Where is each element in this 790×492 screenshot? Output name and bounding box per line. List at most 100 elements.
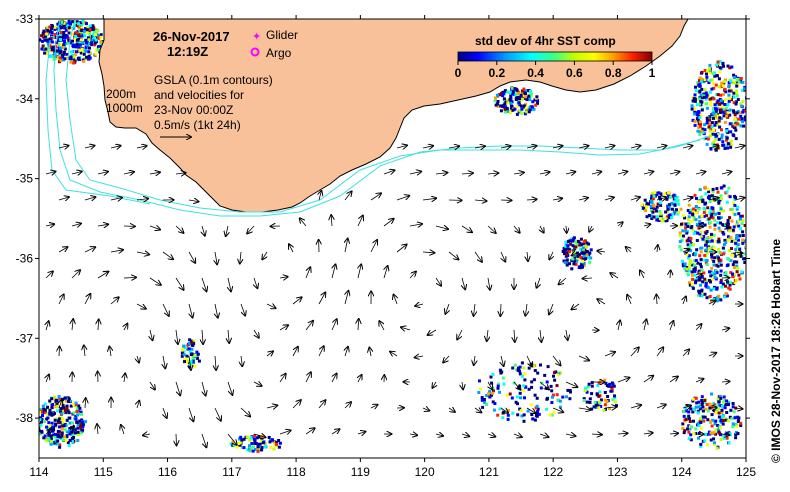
sst-pixel <box>53 27 57 31</box>
velocity-arrow <box>578 198 588 200</box>
sst-pixel <box>56 430 60 433</box>
sst-pixel <box>182 350 186 354</box>
velocity-arrow <box>461 434 469 436</box>
sst-pixel <box>743 252 746 256</box>
sst-pixel <box>705 403 709 406</box>
sst-pixel <box>511 108 515 112</box>
sst-pixel <box>543 373 547 377</box>
sst-pixel <box>58 445 62 449</box>
sst-pixel <box>687 410 691 414</box>
sst-pixel <box>679 207 683 211</box>
sst-pixel <box>735 423 739 427</box>
sst-pixel <box>733 416 737 420</box>
sst-pixel <box>738 247 742 251</box>
sst-pixel <box>235 445 239 449</box>
velocity-arrow <box>227 433 237 445</box>
velocity-arrow <box>610 273 619 279</box>
sst-pixel <box>572 237 576 241</box>
sst-pixel <box>49 437 53 441</box>
sst-pixel <box>676 199 680 203</box>
sst-pixel <box>520 111 524 115</box>
sst-pixel <box>649 197 653 201</box>
velocity-arrow <box>189 355 191 370</box>
sst-pixel <box>733 212 737 216</box>
sst-pixel <box>735 278 738 282</box>
velocity-arrow <box>474 251 482 262</box>
sst-pixel <box>698 90 702 94</box>
sst-pixel <box>709 420 713 424</box>
sst-pixel <box>715 287 719 291</box>
velocity-arrow <box>279 374 286 383</box>
sst-pixel <box>676 212 680 216</box>
plot-frame <box>38 18 747 459</box>
gsla-line-2: and velocities for <box>154 88 244 102</box>
sst-pixel <box>718 110 722 114</box>
sst-pixel <box>713 227 717 231</box>
sst-pixel <box>714 116 718 120</box>
sst-pixel <box>693 93 697 97</box>
sst-pixel <box>685 266 689 269</box>
sst-pixel <box>62 52 66 56</box>
sst-pixel <box>182 344 186 348</box>
velocity-arrow <box>266 351 273 356</box>
velocity-arrow <box>136 303 146 309</box>
sst-pixel <box>686 225 690 228</box>
sst-pixel <box>710 232 713 236</box>
sst-pixel <box>535 95 539 99</box>
sst-pixel <box>41 44 45 48</box>
velocity-arrow <box>643 224 650 226</box>
sst-pixel <box>250 442 254 446</box>
sst-pixel <box>85 28 89 32</box>
sst-pixel <box>712 97 716 101</box>
sst-pixel <box>59 30 63 34</box>
sst-pixel <box>711 142 715 146</box>
velocity-arrow <box>422 146 433 148</box>
sst-pixel <box>730 239 734 243</box>
sst-pixel <box>737 416 741 420</box>
sst-pixel <box>184 357 188 361</box>
velocity-arrow <box>59 347 60 357</box>
velocity-arrow <box>188 200 199 202</box>
velocity-arrow <box>58 247 68 253</box>
velocity-arrow <box>604 407 616 408</box>
sst-pixel <box>650 201 654 205</box>
sst-pixel <box>189 339 193 343</box>
sst-pixel <box>668 216 672 220</box>
velocity-arrow <box>549 303 553 314</box>
velocity-arrow <box>474 200 487 201</box>
velocity-arrow <box>163 407 167 418</box>
velocity-arrow <box>445 303 449 314</box>
velocity-arrow <box>656 197 666 200</box>
velocity-arrow <box>540 329 541 342</box>
sst-pixel <box>702 235 706 238</box>
sst-pixel <box>41 31 45 35</box>
sst-pixel <box>647 202 651 206</box>
sst-pixel <box>592 405 596 409</box>
sst-pixel <box>656 202 660 206</box>
sst-pixel <box>85 31 89 35</box>
sst-pixel <box>514 92 518 96</box>
sst-pixel <box>72 57 76 61</box>
sst-pixel <box>685 427 689 431</box>
sst-pixel <box>252 437 256 441</box>
sst-pixel <box>701 280 705 284</box>
sst-pixel <box>237 437 241 441</box>
sst-pixel <box>729 143 733 147</box>
australia-land <box>98 19 689 213</box>
sst-pixel <box>81 428 85 432</box>
velocity-arrow <box>415 304 424 306</box>
sst-pixel <box>694 89 698 93</box>
sst-pixel <box>704 201 708 205</box>
velocity-arrow <box>656 347 663 357</box>
sst-pixel <box>718 60 722 63</box>
sst-pixel <box>530 380 534 384</box>
sst-pixel <box>585 390 589 394</box>
sst-pixel <box>717 240 721 244</box>
sst-pixel <box>527 94 531 98</box>
sst-pixel <box>61 417 65 421</box>
sst-pixel <box>79 51 83 55</box>
sst-pixel <box>728 249 731 252</box>
sst-pixel <box>716 397 720 401</box>
sst-pixel <box>496 386 500 390</box>
sst-pixel <box>681 259 684 263</box>
